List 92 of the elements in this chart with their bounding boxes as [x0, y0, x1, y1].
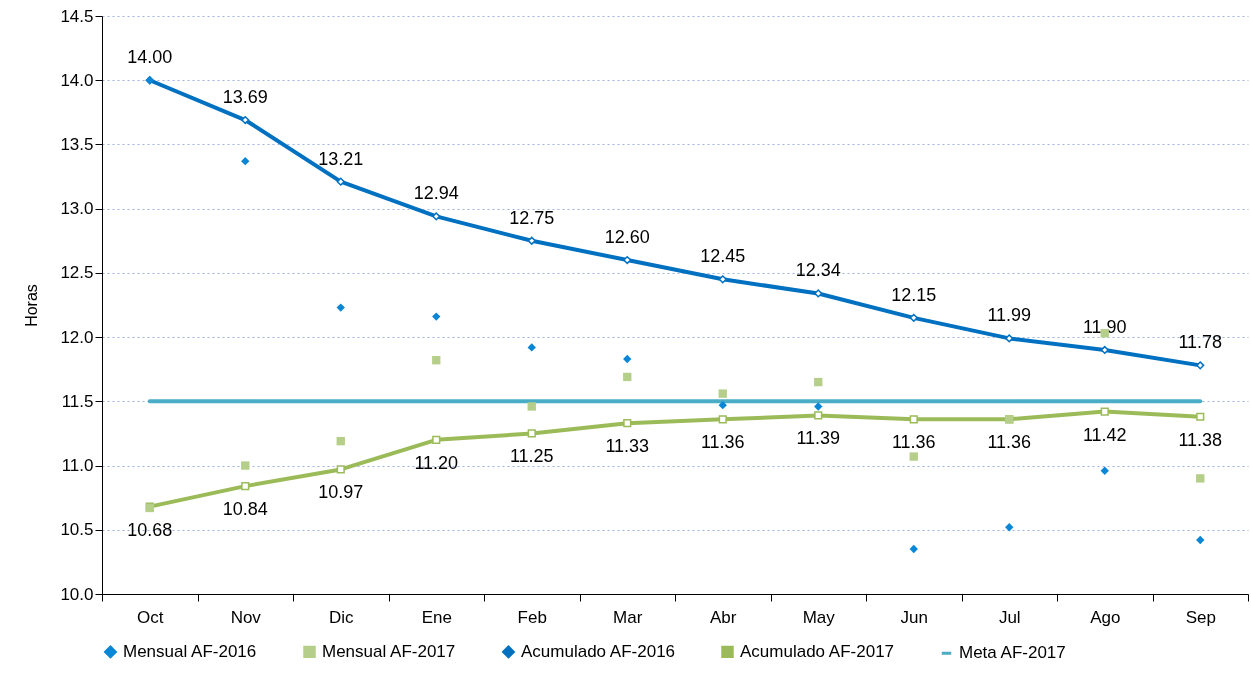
point — [1005, 523, 1014, 532]
point — [336, 465, 345, 474]
x-tick-label: Ago — [1090, 607, 1121, 627]
point — [1100, 345, 1109, 355]
point — [814, 411, 823, 420]
data-label: 11.36 — [891, 432, 936, 453]
point — [718, 401, 727, 410]
point — [1100, 466, 1109, 475]
point — [1196, 412, 1205, 421]
point — [432, 212, 441, 221]
y-tick-label: 14.0 — [60, 70, 94, 90]
data-label: 11.25 — [509, 446, 554, 467]
point — [623, 255, 632, 265]
point — [336, 177, 345, 186]
data-label: 13.69 — [222, 87, 268, 108]
data-label: 11.20 — [414, 452, 459, 473]
y-axis-title: Horas — [23, 284, 41, 327]
y-tick-label: 10.0 — [60, 584, 94, 604]
point — [336, 436, 345, 446]
point — [909, 544, 918, 554]
point — [432, 312, 441, 321]
y-tick-label: 13.5 — [60, 134, 94, 154]
y-tick-label: 12.5 — [60, 263, 94, 283]
data-label: 12.34 — [795, 260, 841, 281]
y-tick-label: 11.5 — [61, 391, 94, 411]
data-label: 11.38 — [1178, 429, 1223, 450]
x-tick-label: Sep — [1185, 607, 1216, 627]
data-label: 12.45 — [700, 246, 746, 267]
point — [909, 452, 918, 461]
point — [241, 156, 250, 166]
point — [241, 115, 250, 125]
point — [336, 303, 345, 312]
point — [527, 343, 536, 352]
point — [623, 372, 632, 382]
data-label: 12.75 — [509, 207, 555, 228]
point — [527, 236, 536, 245]
point — [814, 289, 823, 298]
legend-label: Mensual AF-2016 — [123, 641, 257, 661]
x-tick-label: Dic — [328, 607, 355, 627]
point — [241, 461, 250, 470]
data-label: 11.42 — [1082, 424, 1127, 445]
y-tick-label: 12.0 — [60, 327, 94, 347]
point — [1196, 535, 1205, 545]
point — [814, 377, 823, 387]
x-tick-label: Jun — [900, 607, 928, 627]
x-tick-label: Nov — [230, 607, 262, 627]
point — [1100, 407, 1109, 416]
x-tick-label: May — [802, 607, 836, 627]
x-tick-label: Mar — [613, 607, 643, 627]
data-label: 11.99 — [987, 305, 1032, 326]
y-tick-label: 10.5 — [60, 520, 94, 540]
x-tick-label: Ene — [421, 607, 452, 627]
x-tick-label: Oct — [137, 607, 164, 627]
point — [909, 415, 918, 424]
data-label: 12.15 — [891, 284, 937, 305]
point — [718, 275, 727, 284]
point — [1196, 474, 1205, 483]
point — [241, 482, 250, 491]
x-tick-label: Jul — [998, 607, 1021, 627]
x-tick-label: Abr — [710, 607, 737, 627]
legend-label: Acumulado AF-2016 — [521, 641, 676, 661]
data-label: 14.00 — [127, 47, 173, 68]
y-tick-label: 13.0 — [60, 199, 94, 219]
point — [623, 354, 632, 364]
data-label: 12.94 — [413, 183, 459, 204]
data-label: 10.68 — [127, 519, 173, 540]
data-label: 11.36 — [987, 432, 1032, 453]
data-label: 11.33 — [605, 436, 650, 457]
data-label: 11.90 — [1082, 316, 1127, 337]
data-label: 13.21 — [318, 148, 364, 169]
point — [1196, 361, 1205, 370]
y-tick-label: 11.0 — [61, 456, 94, 476]
point — [432, 356, 441, 365]
point — [909, 313, 918, 322]
x-tick-label: Feb — [517, 607, 547, 627]
legend-label: Meta AF-2017 — [959, 643, 1066, 663]
data-label: 10.97 — [318, 482, 364, 503]
point — [718, 389, 727, 398]
data-label: 11.36 — [700, 432, 745, 453]
data-label: 12.60 — [604, 227, 650, 248]
y-tick-label: 14.5 — [60, 6, 94, 26]
data-label: 11.78 — [1178, 332, 1223, 353]
legend-label: Acumulado AF-2017 — [740, 641, 895, 661]
point — [718, 415, 727, 424]
data-label: 10.84 — [222, 499, 268, 520]
data-label: 11.39 — [796, 428, 841, 449]
legend-label: Mensual AF-2017 — [322, 641, 456, 661]
point — [432, 435, 441, 444]
point — [527, 429, 536, 438]
point — [527, 402, 536, 411]
point — [814, 402, 823, 411]
point — [623, 419, 632, 428]
